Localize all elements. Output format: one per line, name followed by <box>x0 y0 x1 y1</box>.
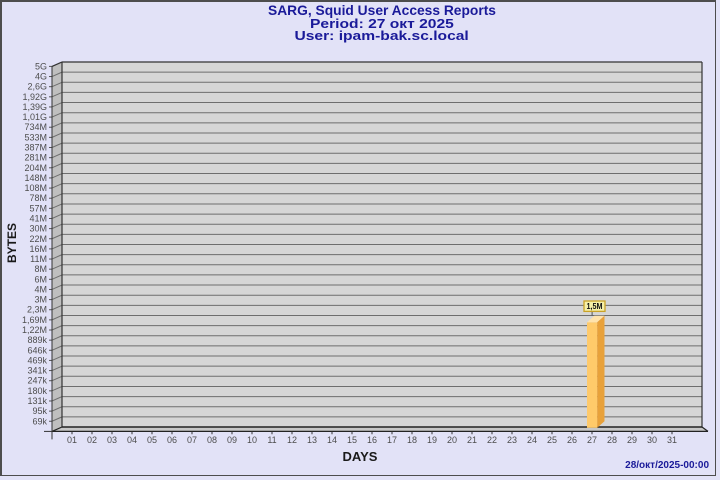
svg-text:1,01G: 1,01G <box>22 112 47 122</box>
svg-text:2,3M: 2,3M <box>27 305 47 315</box>
svg-text:889k: 889k <box>27 335 47 345</box>
svg-text:734M: 734M <box>24 122 47 132</box>
svg-text:1,69M: 1,69M <box>22 315 47 325</box>
svg-text:281M: 281M <box>24 153 47 163</box>
svg-text:1,39G: 1,39G <box>22 102 47 112</box>
svg-text:13: 13 <box>307 435 317 445</box>
svg-text:27: 27 <box>587 435 597 445</box>
svg-text:1,5M: 1,5M <box>587 301 603 311</box>
svg-text:22M: 22M <box>29 234 47 244</box>
svg-text:69k: 69k <box>32 416 47 426</box>
svg-text:15: 15 <box>347 435 357 445</box>
svg-text:16: 16 <box>367 435 377 445</box>
svg-text:533M: 533M <box>24 132 47 142</box>
svg-text:2,6G: 2,6G <box>27 82 47 92</box>
svg-text:14: 14 <box>327 435 337 445</box>
svg-text:8M: 8M <box>34 264 47 274</box>
svg-text:148M: 148M <box>24 173 47 183</box>
svg-text:57M: 57M <box>29 203 47 213</box>
svg-text:11: 11 <box>267 435 276 445</box>
svg-text:108M: 108M <box>24 183 47 193</box>
svg-text:07: 07 <box>187 435 197 445</box>
svg-text:24: 24 <box>527 435 537 445</box>
svg-text:341k: 341k <box>27 366 47 376</box>
svg-text:31: 31 <box>667 435 677 445</box>
svg-text:1,92G: 1,92G <box>22 92 47 102</box>
svg-text:06: 06 <box>167 435 177 445</box>
svg-text:08: 08 <box>207 435 217 445</box>
svg-text:1,22M: 1,22M <box>22 325 47 335</box>
svg-text:01: 01 <box>67 435 77 445</box>
svg-text:469k: 469k <box>27 355 47 365</box>
svg-text:02: 02 <box>87 435 97 445</box>
svg-text:25: 25 <box>547 435 557 445</box>
svg-text:387M: 387M <box>24 143 47 153</box>
svg-text:4G: 4G <box>35 72 47 82</box>
svg-text:03: 03 <box>107 435 117 445</box>
svg-text:6M: 6M <box>34 274 47 284</box>
svg-text:16M: 16M <box>29 244 47 254</box>
svg-text:09: 09 <box>227 435 237 445</box>
svg-text:78M: 78M <box>29 193 47 203</box>
svg-text:18: 18 <box>407 435 417 445</box>
svg-text:3M: 3M <box>34 295 47 305</box>
svg-text:95k: 95k <box>32 406 47 416</box>
svg-text:41M: 41M <box>29 213 47 223</box>
svg-text:26: 26 <box>567 435 577 445</box>
svg-text:28: 28 <box>607 435 617 445</box>
svg-text:23: 23 <box>507 435 517 445</box>
svg-text:12: 12 <box>287 435 297 445</box>
svg-text:247k: 247k <box>27 376 47 386</box>
svg-text:11M: 11M <box>30 254 47 264</box>
svg-text:204M: 204M <box>24 163 47 173</box>
svg-text:131k: 131k <box>27 396 47 406</box>
svg-text:19: 19 <box>427 435 437 445</box>
svg-text:30M: 30M <box>29 224 47 234</box>
svg-text:20: 20 <box>447 435 457 445</box>
svg-text:04: 04 <box>127 435 137 445</box>
svg-text:29: 29 <box>627 435 637 445</box>
svg-text:5G: 5G <box>35 61 47 71</box>
svg-text:22: 22 <box>487 435 497 445</box>
svg-text:4M: 4M <box>34 284 47 294</box>
svg-text:646k: 646k <box>27 345 47 355</box>
svg-text:180k: 180k <box>27 386 47 396</box>
svg-text:17: 17 <box>387 435 397 445</box>
svg-text:10: 10 <box>247 435 257 445</box>
svg-text:30: 30 <box>647 435 657 445</box>
svg-text:21: 21 <box>467 435 477 445</box>
svg-text:05: 05 <box>147 435 157 445</box>
